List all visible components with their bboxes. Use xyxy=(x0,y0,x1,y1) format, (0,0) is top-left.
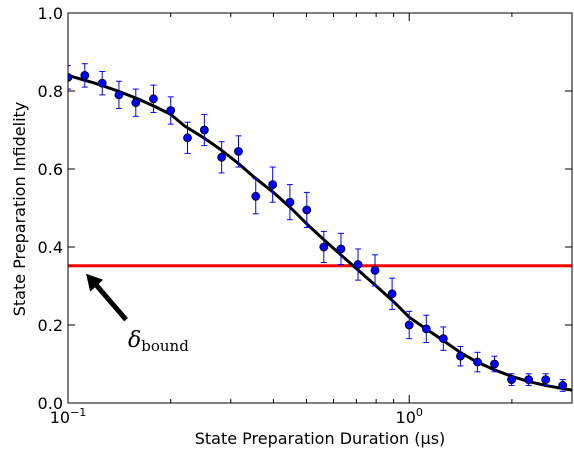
data-marker xyxy=(353,260,363,269)
y-tick-label: 0.2 xyxy=(38,316,63,335)
data-marker xyxy=(541,375,551,385)
data-marker xyxy=(302,205,312,215)
data-marker xyxy=(507,375,516,385)
data-marker xyxy=(473,357,482,367)
data-point-23 xyxy=(438,326,448,351)
data-marker xyxy=(199,125,209,135)
data-marker xyxy=(387,289,397,299)
data-marker xyxy=(524,375,534,385)
data-marker xyxy=(336,244,346,254)
data-marker xyxy=(558,381,568,390)
data-marker xyxy=(131,98,141,108)
data-point-22 xyxy=(421,314,431,344)
data-point-30 xyxy=(558,379,568,392)
data-point-21 xyxy=(404,310,414,340)
data-marker xyxy=(80,71,90,80)
data-point-13 xyxy=(268,166,278,203)
data-point-8 xyxy=(183,121,192,154)
y-tick-label: 0.0 xyxy=(38,394,63,413)
data-point-14 xyxy=(285,184,295,221)
data-point-11 xyxy=(234,135,243,168)
y-axis-label: State Preparation Infidelity xyxy=(10,102,29,317)
data-point-19 xyxy=(370,254,380,287)
data-point-26 xyxy=(490,355,499,373)
annotation-arrow-head xyxy=(86,273,104,292)
data-point-17 xyxy=(336,232,346,266)
data-marker xyxy=(149,94,158,104)
data-marker xyxy=(183,133,192,143)
data-marker xyxy=(68,72,73,82)
data-marker xyxy=(114,90,124,100)
data-marker xyxy=(421,324,431,334)
data-marker xyxy=(438,334,448,344)
y-tick-label: 0.8 xyxy=(38,82,63,101)
delta-bound-annotation: δbound xyxy=(128,328,189,355)
annotation-arrow-shaft xyxy=(93,282,129,322)
svg-text:δbound: δbound xyxy=(128,328,189,355)
x-tick-label: 100 xyxy=(396,406,423,427)
data-point-12 xyxy=(251,178,261,215)
plot-area xyxy=(68,63,572,392)
data-point-5 xyxy=(131,88,141,117)
data-point-7 xyxy=(166,96,176,125)
y-tick-label: 0.6 xyxy=(38,160,63,179)
data-marker xyxy=(166,106,176,115)
data-point-4 xyxy=(114,80,124,110)
data-point-2 xyxy=(80,63,90,88)
data-point-10 xyxy=(217,141,227,174)
data-point-28 xyxy=(524,373,534,386)
data-point-9 xyxy=(199,113,209,147)
y-tick-label: 1.0 xyxy=(38,4,63,23)
data-point-25 xyxy=(473,351,482,373)
data-marker xyxy=(370,265,380,275)
data-point-6 xyxy=(149,84,158,113)
data-point-29 xyxy=(541,373,551,386)
data-marker xyxy=(285,197,295,207)
data-marker xyxy=(319,242,329,252)
data-point-15 xyxy=(302,191,312,228)
data-marker xyxy=(251,191,261,201)
data-marker xyxy=(234,147,243,156)
data-point-20 xyxy=(387,277,397,310)
data-marker xyxy=(217,152,227,162)
y-tick-label: 0.4 xyxy=(38,238,63,257)
data-point-1 xyxy=(68,65,73,90)
data-point-18 xyxy=(353,248,363,281)
data-point-24 xyxy=(456,345,465,367)
data-marker xyxy=(97,78,107,88)
x-tick-label: 10−1 xyxy=(50,406,87,427)
data-marker xyxy=(268,180,278,190)
plot-frame xyxy=(67,12,573,404)
annotation-symbol: δ xyxy=(128,328,141,353)
data-marker xyxy=(490,359,499,369)
data-point-16 xyxy=(319,230,329,264)
annotation-subscript: bound xyxy=(141,337,189,355)
data-marker xyxy=(456,351,465,361)
x-axis-label: State Preparation Duration (μs) xyxy=(195,429,446,448)
data-point-3 xyxy=(97,71,107,96)
data-marker xyxy=(404,320,414,330)
data-point-27 xyxy=(507,373,516,386)
